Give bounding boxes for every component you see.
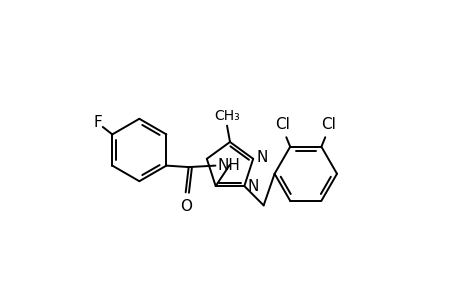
Text: CH₃: CH₃: [214, 109, 240, 123]
Text: Cl: Cl: [275, 118, 290, 133]
Text: F: F: [93, 115, 101, 130]
Text: NH: NH: [217, 158, 240, 172]
Text: O: O: [179, 199, 191, 214]
Text: Cl: Cl: [321, 118, 336, 133]
Text: N: N: [256, 150, 268, 165]
Text: N: N: [247, 179, 259, 194]
